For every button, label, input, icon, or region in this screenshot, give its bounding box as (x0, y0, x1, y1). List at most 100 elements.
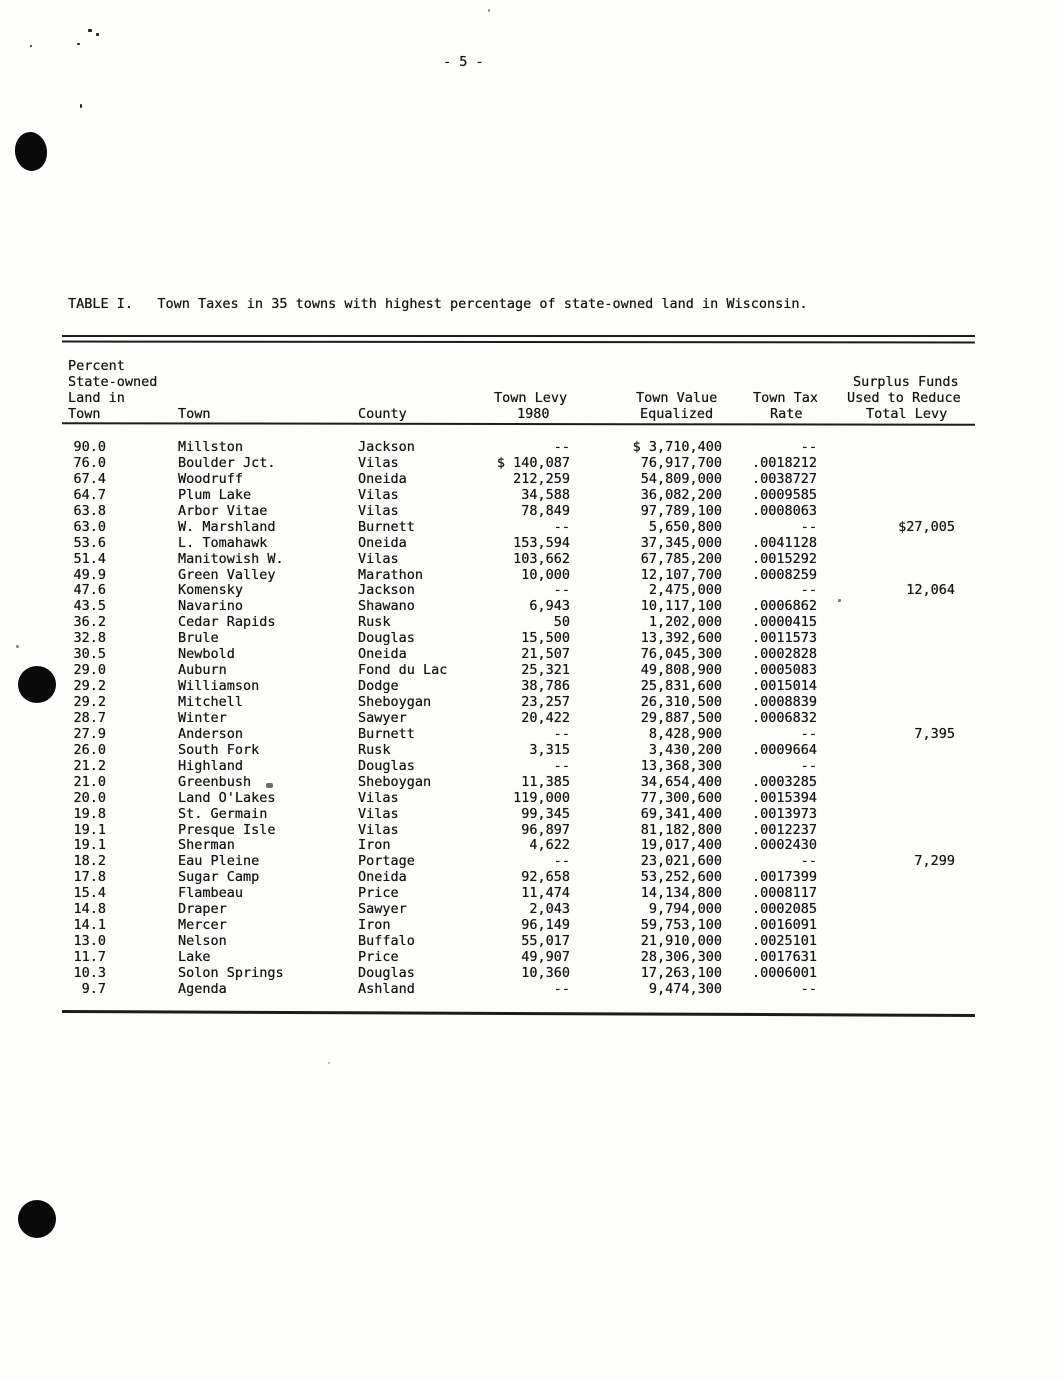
cell-levy: 38,786 (521, 678, 570, 695)
cell-value: 76,917,700 (640, 454, 722, 471)
cell-levy: 21,507 (521, 646, 570, 663)
table-row: 19.8 St. Germain Vilas 99,345 69,341,400 .001… (62, 805, 975, 823)
cell-surplus (817, 663, 955, 679)
cell-surplus (817, 902, 955, 918)
cell-county: Vilas (358, 486, 399, 503)
cell-rate: -- (800, 853, 817, 870)
column-header-value: Equalized (640, 406, 714, 422)
cell-value: 37,345,000 (640, 534, 722, 551)
cell-county: Ashland (358, 980, 415, 997)
cell-surplus (817, 918, 955, 934)
cell-percent: 14.8 (73, 901, 106, 918)
cell-percent: 30.5 (73, 646, 106, 663)
cell-percent: 15.4 (73, 885, 106, 902)
cell-surplus (817, 504, 955, 520)
cell-levy: 10,360 (521, 964, 570, 981)
cell-surplus (817, 870, 955, 886)
cell-county: Vilas (358, 789, 399, 806)
cell-percent: 63.8 (73, 502, 106, 519)
scan-speck (328, 1062, 330, 1064)
table-row: 21.2 Highland Douglas -- 13,368,300 -- (62, 758, 975, 775)
table-body: 90.0 Millston Jackson -- $ 3,710,400 -- 76.0 Bo… (62, 439, 975, 998)
cell-rate: .0000415 (751, 614, 817, 631)
cell-surplus (817, 552, 955, 568)
cell-rate: .0006001 (751, 964, 817, 981)
cell-value: 17,263,100 (640, 964, 722, 981)
table-row: 21.0 Greenbush Sheboygan 11,385 34,654,400 .0… (62, 774, 975, 791)
cell-levy: -- (553, 439, 570, 455)
cell-surplus (817, 838, 955, 854)
cell-value: 10,117,100 (640, 598, 722, 615)
cell-county: Price (358, 885, 399, 902)
cell-county: Buffalo (358, 933, 415, 950)
cell-levy: 78,849 (521, 502, 570, 519)
cell-value: 28,306,300 (640, 949, 722, 965)
cell-town: Green Valley (178, 566, 276, 583)
cell-value: $ 3,710,400 (632, 439, 722, 455)
cell-county: Douglas (358, 964, 415, 981)
cell-value: 53,252,600 (640, 869, 722, 886)
cell-value: 26,310,500 (640, 694, 722, 710)
column-header-town: Town (178, 406, 211, 422)
column-header-percent: Town (68, 406, 101, 422)
cell-rate: .0015292 (751, 550, 817, 567)
cell-county: Iron (358, 917, 391, 934)
cell-rate: .0008063 (751, 502, 817, 519)
cell-surplus (817, 695, 955, 711)
cell-levy: 103,662 (513, 550, 570, 567)
cell-percent: 63.0 (73, 518, 106, 535)
cell-town: Sugar Camp (178, 869, 260, 886)
cell-surplus (817, 743, 955, 759)
table-row: 76.0 Boulder Jct. Vilas $ 140,087 76,917,700… (62, 454, 975, 472)
cell-rate: .0006832 (751, 709, 817, 726)
cell-rate: .0009585 (751, 486, 817, 503)
cell-surplus (817, 631, 955, 647)
table-row: 29.2 Williamson Dodge 38,786 25,831,600 .0015… (62, 678, 975, 695)
cell-rate: -- (800, 725, 817, 742)
cell-value: 77,300,600 (640, 789, 722, 806)
cell-town: Mercer (178, 917, 227, 934)
cell-value: 3,430,200 (648, 741, 722, 758)
cell-percent: 9.7 (81, 980, 106, 997)
table-row: 28.7 Winter Sawyer 20,422 29,887,500 .0006832 (62, 709, 975, 727)
cell-value: 59,753,100 (640, 917, 722, 934)
cell-town: Presque Isle (178, 821, 276, 838)
cell-county: Vilas (358, 805, 399, 822)
table-row: 20.0 Land O'Lakes Vilas 119,000 77,300,600 .0… (62, 789, 975, 807)
cell-value: 19,017,400 (640, 837, 722, 854)
cell-value: 29,887,500 (640, 709, 722, 726)
cell-surplus (817, 886, 955, 902)
cell-percent: 13.0 (73, 933, 106, 950)
table-row: 32.8 Brule Douglas 15,500 13,392,600 .0011573 (62, 630, 975, 647)
cell-county: Vilas (358, 502, 399, 519)
cell-value: 49,808,900 (640, 662, 722, 679)
cell-percent: 19.8 (73, 805, 106, 822)
cell-rate: .0002828 (751, 646, 817, 663)
cell-levy: 25,321 (521, 662, 570, 679)
cell-county: Sawyer (358, 709, 407, 726)
cell-rate: .0011573 (751, 630, 817, 647)
table-row: 36.2 Cedar Rapids Rusk 50 1,202,000 .0000415 (62, 614, 975, 631)
cell-rate: .0008259 (751, 566, 817, 583)
column-header-percent: Percent (68, 358, 125, 374)
table-row: 19.1 Presque Isle Vilas 96,897 81,182,800 .00… (62, 821, 975, 839)
cell-rate: .0006862 (751, 598, 817, 615)
punch-hole (18, 1200, 56, 1238)
table-row: 43.5 Navarino Shawano 6,943 10,117,100 .00068… (62, 598, 975, 615)
cell-levy: 20,422 (521, 709, 570, 726)
cell-town: Sherman (178, 837, 235, 854)
cell-rate: .0002085 (751, 901, 817, 918)
cell-value: 1,202,000 (648, 614, 722, 631)
cell-town: Solon Springs (178, 964, 284, 981)
table-row: 49.9 Green Valley Marathon 10,000 12,107,700… (62, 566, 975, 584)
header-underline-rule (61, 422, 976, 426)
table-row: 63.8 Arbor Vitae Vilas 78,849 97,789,100 .000… (62, 502, 975, 520)
cell-levy: 10,000 (521, 566, 570, 583)
cell-town: W. Marshland (178, 518, 276, 535)
cell-county: Jackson (358, 582, 415, 599)
cell-rate: .0041128 (751, 534, 817, 551)
cell-surplus (817, 647, 955, 663)
cell-county: Rusk (358, 741, 391, 758)
cell-county: Price (358, 949, 399, 965)
column-header-surplus: Surplus Funds (853, 374, 959, 390)
